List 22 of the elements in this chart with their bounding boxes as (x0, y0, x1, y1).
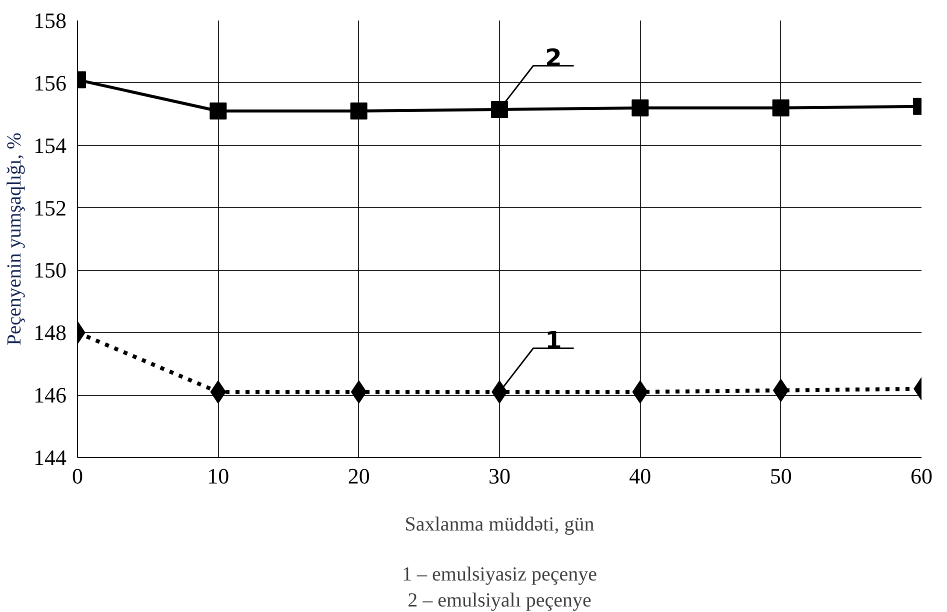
y-axis-title: Peçenyenin yumşaqlığı, % (4, 132, 26, 346)
y-tick-label: 148 (34, 320, 66, 346)
text: 1 – emulsiyasiz peçenye (402, 564, 598, 586)
y-tick-label: 156 (34, 70, 66, 96)
point (491, 100, 508, 118)
text: 2 – emulsiyalı peçenye (408, 590, 592, 612)
x-tick-label: 10 (207, 464, 230, 488)
x-tick-label: 30 (488, 464, 510, 488)
y-tick-label: 158 (34, 8, 66, 33)
x-tick-label: 50 (770, 464, 792, 488)
y-tick-label: 146 (34, 382, 66, 408)
y-tick-label: 152 (34, 195, 66, 220)
x-tick-label: 60 (910, 464, 932, 488)
x-axis-title: Saxlanma müddəti, gün (404, 514, 594, 536)
x-tick-label: 0 (72, 464, 83, 488)
point (350, 102, 368, 120)
y-tick-label: 154 (34, 132, 66, 158)
y-tick-label: 144 (34, 445, 66, 470)
x-tick-label: 20 (348, 464, 370, 488)
y-tick-label: 150 (34, 258, 66, 283)
x-tick-label: 40 (629, 464, 652, 488)
point (632, 99, 649, 116)
